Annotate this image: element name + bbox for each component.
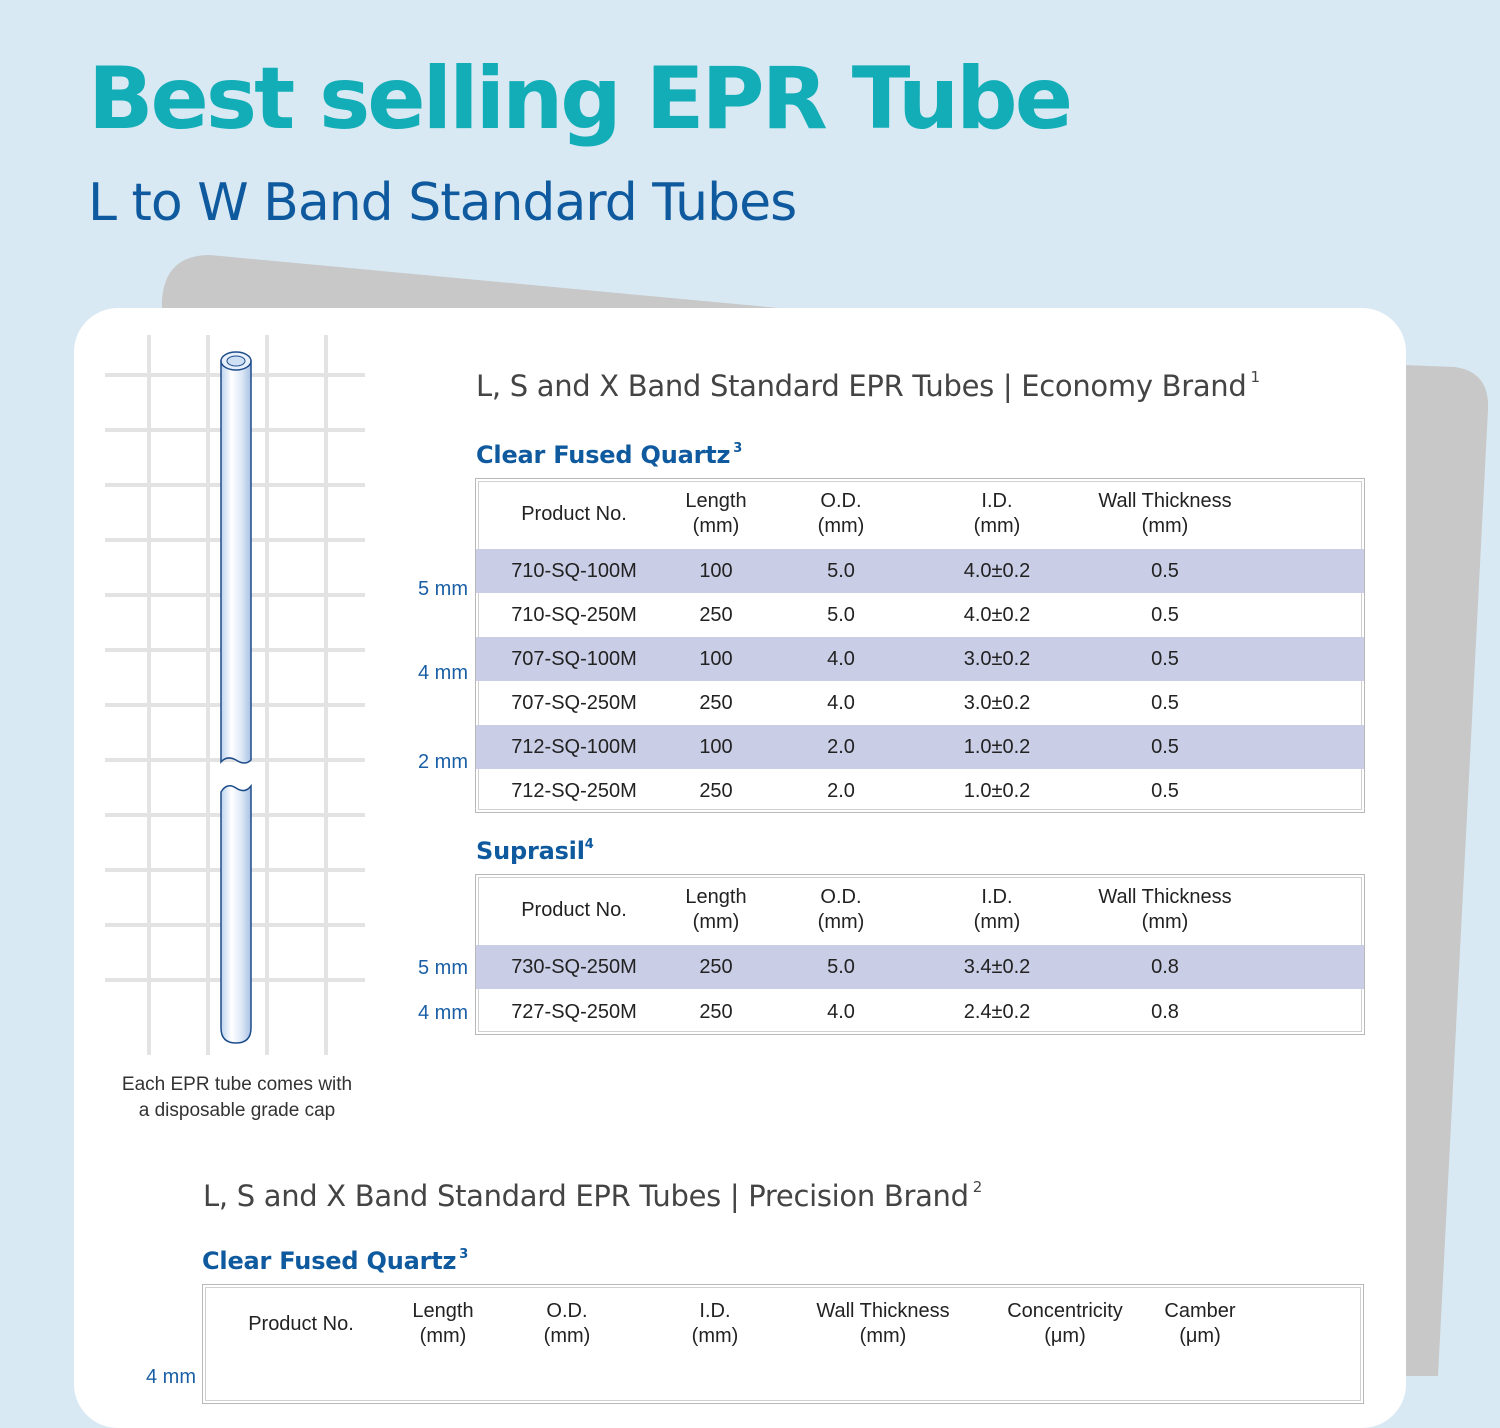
tube-upper: [220, 351, 252, 765]
col-header-length: Length (mm): [412, 1300, 474, 1347]
table-row: 730-SQ-250M 250 5.0 3.4±0.2 0.8: [476, 945, 1364, 989]
cell-od: 4.0: [827, 1000, 855, 1023]
cell-od: 5.0: [827, 955, 855, 978]
cell-id: 3.0±0.2: [963, 647, 1031, 670]
col-header-id: I.D. (mm): [973, 886, 1021, 933]
cell-wall: 0.8: [1151, 1000, 1179, 1023]
cell-wall: 0.5: [1151, 559, 1179, 582]
col-header-wall: Wall Thickness (mm): [816, 1300, 950, 1347]
col-header-id: I.D. (mm): [973, 490, 1021, 537]
col-header-od: O.D. (mm): [817, 490, 865, 537]
cell-od: 5.0: [827, 603, 855, 626]
cell-length: 100: [699, 647, 733, 670]
economy-suprasil-table: Product No. Length (mm) O.D. (mm) I.D. (…: [475, 874, 1365, 1035]
cell-product: 712-SQ-100M: [511, 735, 637, 758]
economy-title-footnote: 1: [1250, 368, 1260, 386]
side-label-2mm: 2 mm: [418, 751, 468, 773]
economy-quartz-title: Clear Fused Quartz 3: [476, 441, 742, 469]
cell-length: 100: [699, 559, 733, 582]
table-row: 710-SQ-250M 250 5.0 4.0±0.2 0.5: [476, 593, 1364, 637]
precision-quartz-title-text: Clear Fused Quartz: [202, 1247, 457, 1275]
cell-length: 250: [699, 779, 733, 802]
precision-title-footnote: 2: [972, 1178, 983, 1196]
economy-quartz-title-text: Clear Fused Quartz: [476, 441, 731, 469]
back-sheet-graphic: [162, 255, 1489, 1376]
cell-length: 250: [699, 955, 733, 978]
cell-id: 2.4±0.2: [963, 1000, 1031, 1023]
economy-quartz-footnote: 3: [733, 441, 743, 456]
table-header: Product No. Length (mm) O.D. (mm) I.D. (…: [203, 1285, 1363, 1363]
col-header-product: Product No.: [248, 1312, 354, 1335]
side-label-5mm: 5 mm: [418, 957, 468, 979]
cell-length: 100: [699, 735, 733, 758]
tube-lower: [220, 783, 252, 1044]
col-header-camber: Camber (μm): [1164, 1300, 1236, 1347]
cell-id: 3.0±0.2: [963, 691, 1031, 714]
cell-length: 250: [699, 603, 733, 626]
col-header-od: O.D. (mm): [543, 1300, 591, 1347]
cell-product: 710-SQ-250M: [511, 603, 637, 626]
cell-product: 710-SQ-100M: [511, 559, 637, 582]
col-header-id: I.D. (mm): [691, 1300, 739, 1347]
precision-quartz-footnote: 3: [459, 1247, 469, 1262]
col-header-wall: Wall Thickness (mm): [1098, 490, 1232, 537]
economy-section-title: L, S and X Band Standard EPR Tubes | Eco…: [476, 368, 1260, 403]
col-header-product: Product No.: [521, 502, 627, 525]
cell-id: 4.0±0.2: [963, 603, 1031, 626]
cell-id: 1.0±0.2: [963, 735, 1031, 758]
illustration-caption: Each EPR tube comes with a disposable gr…: [121, 1074, 353, 1121]
col-header-wall: Wall Thickness (mm): [1098, 886, 1232, 933]
table-row: 707-SQ-100M 100 4.0 3.0±0.2 0.5: [476, 637, 1364, 681]
cell-product: 730-SQ-250M: [511, 955, 637, 978]
side-label-4mm: 4 mm: [418, 1002, 468, 1024]
table-row: 710-SQ-100M 100 5.0 4.0±0.2 0.5: [476, 549, 1364, 593]
table-row: 707-SQ-250M 250 4.0 3.0±0.2 0.5: [476, 681, 1364, 725]
economy-title-text: L, S and X Band Standard EPR Tubes | Eco…: [476, 369, 1247, 403]
cell-wall: 0.5: [1151, 603, 1179, 626]
cell-id: 4.0±0.2: [963, 559, 1031, 582]
table-row: 727-SQ-250M 250 4.0 2.4±0.2 0.8: [476, 989, 1364, 1034]
table-row: 712-SQ-250M 250 2.0 1.0±0.2 0.5: [476, 769, 1364, 812]
economy-suprasil-title-text: Suprasil: [476, 837, 585, 865]
epr-tube-illustration: [105, 335, 365, 1055]
economy-suprasil-title: Suprasil4: [476, 837, 594, 865]
cell-product: 712-SQ-250M: [511, 779, 637, 802]
cell-od: 2.0: [827, 779, 855, 802]
cell-product: 727-SQ-250M: [511, 1000, 637, 1023]
economy-suprasil-footnote: 4: [584, 837, 594, 852]
precision-quartz-table: Product No. Length (mm) O.D. (mm) I.D. (…: [202, 1284, 1364, 1404]
col-header-product: Product No.: [521, 898, 627, 921]
economy-quartz-table: Product No. Length (mm) O.D. (mm) I.D. (…: [475, 478, 1365, 813]
side-label-5mm: 5 mm: [418, 578, 468, 600]
page-title: Best selling EPR Tube: [88, 49, 1073, 149]
cell-od: 4.0: [827, 647, 855, 670]
col-header-concentricity: Concentricity (μm): [1007, 1300, 1123, 1347]
precision-quartz-title: Clear Fused Quartz 3: [202, 1247, 468, 1275]
cell-product: 707-SQ-100M: [511, 647, 637, 670]
precision-title-text: L, S and X Band Standard EPR Tubes | Pre…: [203, 1179, 969, 1213]
table-header: Product No. Length (mm) O.D. (mm) I.D. (…: [476, 479, 1364, 549]
col-header-od: O.D. (mm): [817, 886, 865, 933]
table-header: Product No. Length (mm) O.D. (mm) I.D. (…: [476, 875, 1364, 945]
cell-product: 707-SQ-250M: [511, 691, 637, 714]
precision-section-title: L, S and X Band Standard EPR Tubes | Pre…: [203, 1178, 982, 1213]
side-label-4mm: 4 mm: [146, 1366, 196, 1388]
cell-wall: 0.5: [1151, 691, 1179, 714]
col-header-length: Length (mm): [685, 886, 747, 933]
cell-od: 4.0: [827, 691, 855, 714]
cell-od: 2.0: [827, 735, 855, 758]
cell-od: 5.0: [827, 559, 855, 582]
table-row: 712-SQ-100M 100 2.0 1.0±0.2 0.5: [476, 725, 1364, 769]
cell-wall: 0.5: [1151, 779, 1179, 802]
cell-length: 250: [699, 1000, 733, 1023]
cell-length: 250: [699, 691, 733, 714]
cell-id: 1.0±0.2: [963, 779, 1031, 802]
col-header-length: Length (mm): [685, 490, 747, 537]
side-label-4mm: 4 mm: [418, 662, 468, 684]
cell-wall: 0.5: [1151, 735, 1179, 758]
cell-wall: 0.8: [1151, 955, 1179, 978]
cell-id: 3.4±0.2: [963, 955, 1031, 978]
cell-wall: 0.5: [1151, 647, 1179, 670]
page-subtitle: L to W Band Standard Tubes: [88, 173, 797, 233]
